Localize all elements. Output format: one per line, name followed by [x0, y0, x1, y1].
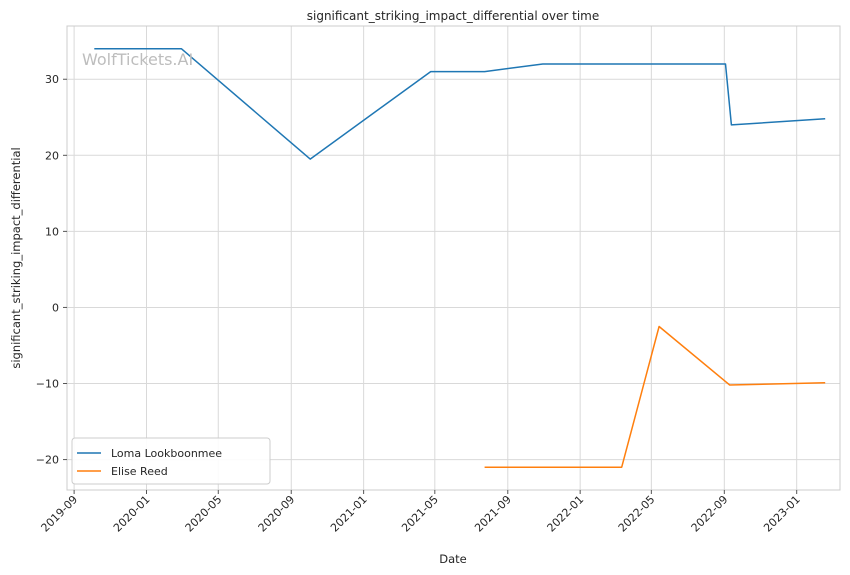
x-tick-label: 2022-05 [616, 493, 658, 535]
plot-frame [66, 25, 841, 491]
series-line-elise [484, 325, 826, 468]
x-tick-label: 2020-09 [256, 493, 298, 535]
x-tick-label: 2022-09 [689, 493, 731, 535]
legend: Loma Lookboonmee Elise Reed [71, 437, 271, 485]
y-tick-label: −10 [36, 378, 59, 391]
series-line-loma [94, 48, 826, 160]
x-tick-label: 2021-05 [399, 493, 441, 535]
x-tick-label: 2021-09 [472, 493, 514, 535]
legend-label-elise: Elise Reed [111, 465, 168, 478]
x-tick-label: 2020-01 [111, 493, 153, 535]
y-axis-ticks: −20 −10 0 10 20 30 [36, 73, 67, 467]
plot-area [67, 26, 840, 490]
x-tick-label: 2019-09 [39, 493, 81, 535]
chart-title: significant_striking_impact_differential… [307, 9, 599, 23]
x-tick-label: 2023-01 [761, 493, 803, 535]
y-tick-label: 20 [45, 149, 59, 162]
series-lines [94, 48, 826, 468]
x-axis-title: Date [439, 552, 467, 566]
legend-label-loma: Loma Lookboonmee [111, 447, 222, 460]
y-tick-label: −20 [36, 454, 59, 467]
x-tick-label: 2022-01 [545, 493, 587, 535]
y-axis-title: significant_striking_impact_differential [9, 147, 23, 368]
x-tick-label: 2020-05 [183, 493, 225, 535]
y-tick-label: 0 [52, 301, 59, 314]
watermark-text: WolfTickets.AI [82, 50, 193, 69]
x-axis-ticks: 2019-09 2020-01 2020-05 2020-09 2021-01 2021-… [39, 490, 803, 535]
grid [67, 26, 840, 490]
legend-box [71, 437, 271, 485]
y-tick-label: 30 [45, 73, 59, 86]
y-tick-label: 10 [45, 225, 59, 238]
x-tick-label: 2021-01 [328, 493, 370, 535]
